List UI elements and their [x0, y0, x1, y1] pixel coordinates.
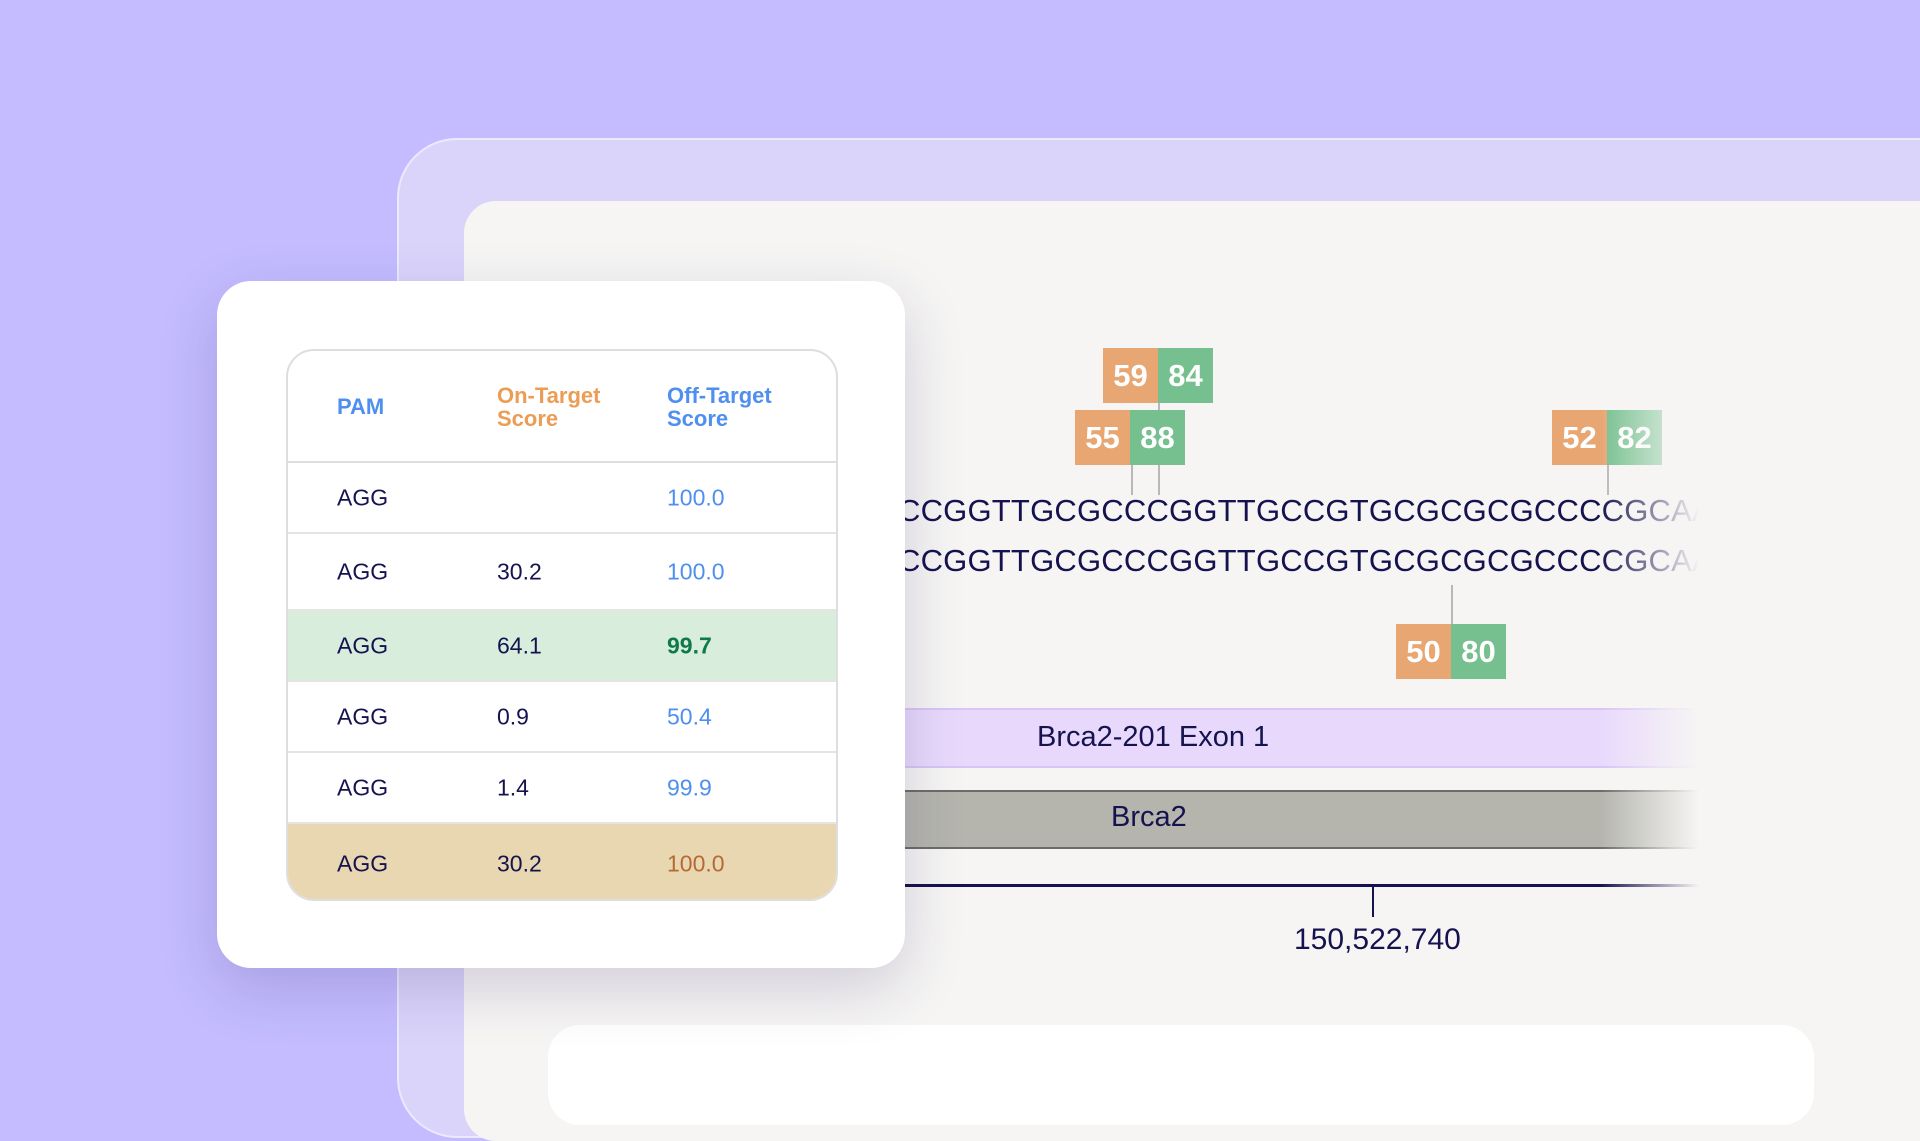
cell-on-target: 1.4 — [497, 774, 529, 800]
table-header: PAM On-Target Score Off-Target Score — [288, 351, 836, 463]
genome-view: 59 84 55 88 52 82 50 80 CCGGTTGCGCCCGGTT… — [898, 201, 1723, 1021]
guide-score-badge[interactable]: 59 84 — [1103, 348, 1213, 403]
coordinate-axis — [898, 884, 1723, 887]
cell-on-target: 30.2 — [497, 850, 542, 876]
coordinate-label: 150,522,740 — [1294, 923, 1461, 956]
gene-track[interactable] — [898, 790, 1723, 849]
table-row[interactable]: AGG 100.0 — [288, 463, 836, 534]
gene-label: Brca2 — [1111, 801, 1187, 833]
header-pam[interactable]: PAM — [337, 394, 385, 419]
header-on-target-score[interactable]: On-Target Score — [497, 384, 627, 430]
header-off-target-line1: Off-Target — [667, 383, 772, 408]
exon-label: Brca2-201 Exon 1 — [1037, 721, 1270, 753]
table-row[interactable]: AGG 0.9 50.4 — [288, 682, 836, 753]
cell-pam: AGG — [337, 774, 389, 800]
badge-connector — [1131, 440, 1133, 495]
cell-pam: AGG — [337, 558, 389, 584]
guide-score-badge[interactable]: 55 88 — [1075, 410, 1185, 465]
cell-off-target: 50.4 — [667, 703, 712, 729]
table-row-highlighted[interactable]: AGG 30.2 100.0 — [288, 824, 836, 899]
header-on-target-line2: Score — [497, 406, 559, 431]
cell-off-target: 100.0 — [667, 558, 725, 584]
table-row[interactable]: AGG 1.4 99.9 — [288, 753, 836, 824]
off-target-score: 80 — [1451, 624, 1506, 679]
on-target-score: 50 — [1396, 624, 1451, 679]
exon-track[interactable] — [898, 708, 1723, 768]
off-target-score: 88 — [1130, 410, 1185, 465]
cell-off-target: 99.9 — [667, 774, 712, 800]
on-target-score: 59 — [1103, 348, 1158, 403]
cell-pam: AGG — [337, 703, 389, 729]
off-target-score: 84 — [1158, 348, 1213, 403]
edge-fade — [1600, 201, 1723, 1021]
cell-on-target: 0.9 — [497, 703, 529, 729]
table-row-selected[interactable]: AGG 64.1 99.7 — [288, 611, 836, 682]
guide-table-card: PAM On-Target Score Off-Target Score AGG… — [217, 281, 905, 968]
cell-pam: AGG — [337, 850, 389, 876]
cell-off-target: 100.0 — [667, 850, 725, 876]
badge-connector — [1451, 585, 1453, 626]
coordinate-tick — [1372, 887, 1374, 917]
header-off-target-score[interactable]: Off-Target Score — [667, 384, 797, 430]
cell-off-target: 99.7 — [667, 632, 712, 658]
cell-pam: AGG — [337, 484, 389, 510]
on-target-score: 52 — [1552, 410, 1607, 465]
header-off-target-line2: Score — [667, 406, 729, 431]
cell-off-target: 100.0 — [667, 484, 725, 510]
cell-pam: AGG — [337, 632, 389, 658]
bottom-card — [548, 1025, 1814, 1125]
guide-table: PAM On-Target Score Off-Target Score AGG… — [286, 349, 838, 901]
cell-on-target: 64.1 — [497, 632, 542, 658]
cell-on-target: 30.2 — [497, 558, 542, 584]
header-on-target-line1: On-Target — [497, 383, 601, 408]
dna-sequence-reverse: CCGGTTGCGCCCGGTTGCCGTGCGCGCGCCCCGCAAAAAC — [898, 543, 1723, 578]
on-target-score: 55 — [1075, 410, 1130, 465]
guide-score-badge[interactable]: 50 80 — [1396, 624, 1506, 679]
dna-sequence-forward: CCGGTTGCGCCCGGTTGCCGTGCGCGCGCCCCGCAAAAAC — [898, 493, 1723, 528]
table-row[interactable]: AGG 30.2 100.0 — [288, 534, 836, 611]
